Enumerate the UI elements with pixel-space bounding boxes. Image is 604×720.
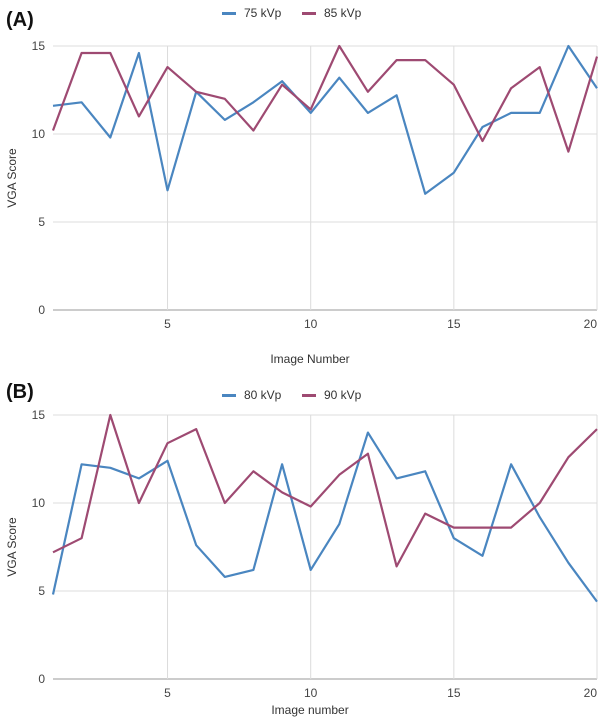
y-axis-title: VGA Score: [5, 517, 19, 577]
chart-panel-1: (A) 0 5 10 15 5 10 15 20 Image Number VGA Score 75 …: [5, 6, 599, 366]
series-line-2: [51, 44, 599, 153]
legend-label: 75 kVp: [244, 6, 282, 20]
x-tick-label: 15: [447, 317, 461, 331]
legend-swatch: [302, 394, 316, 397]
x-tick-label: 15: [447, 686, 461, 700]
x-tick-label: 10: [304, 686, 318, 700]
x-tick-label: 20: [584, 686, 598, 700]
y-tick-label: 0: [38, 672, 45, 686]
x-tick-label: 5: [164, 317, 171, 331]
x-tick-label: 10: [304, 317, 318, 331]
y-tick-label: 5: [38, 584, 45, 598]
y-tick-label: 10: [32, 496, 46, 510]
series-line-1: [51, 431, 598, 603]
y-tick-label: 10: [32, 127, 46, 141]
y-tick-label: 15: [32, 39, 46, 53]
y-tick-label: 15: [32, 408, 46, 422]
legend-label: 90 kVp: [324, 388, 362, 402]
chart-panel-2: (B) 0 5 10 15 5 10 15 20 Image number VGA Score 80 …: [5, 381, 598, 717]
y-axis-title: VGA Score: [5, 148, 19, 208]
y-tick-label: 0: [38, 303, 45, 317]
x-axis-title: Image Number: [270, 352, 349, 366]
panel-label: (A): [6, 9, 34, 31]
legend-swatch: [302, 12, 316, 15]
series-line-2: [52, 413, 598, 568]
legend-label: 85 kVp: [324, 6, 362, 20]
x-axis-title: Image number: [271, 703, 348, 717]
x-tick-label: 20: [584, 317, 598, 331]
legend-swatch: [222, 394, 236, 397]
y-tick-label: 5: [38, 215, 45, 229]
legend-label: 80 kVp: [244, 388, 282, 402]
legend-swatch: [222, 12, 236, 15]
series-line-1: [52, 44, 598, 195]
panel-label: (B): [6, 381, 34, 403]
x-tick-label: 5: [164, 686, 171, 700]
